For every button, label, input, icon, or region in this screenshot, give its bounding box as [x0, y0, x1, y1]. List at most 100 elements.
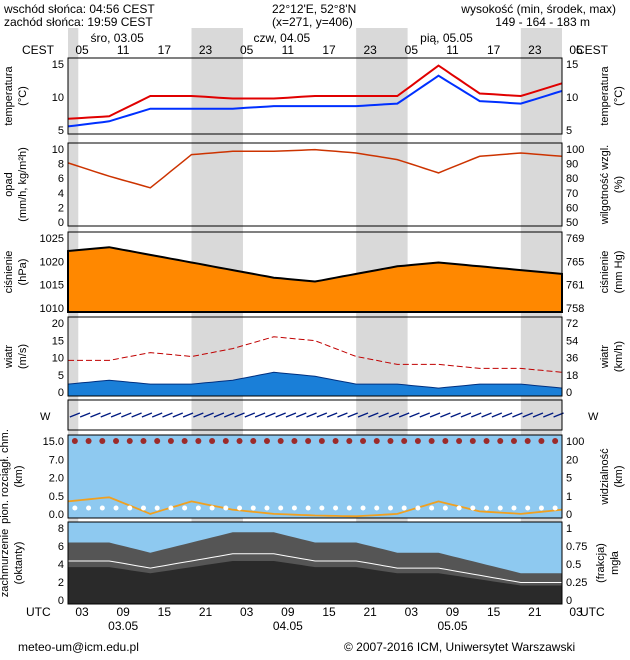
wind-tick-left: 15: [52, 335, 64, 347]
day-top-label: pią, 05.05: [420, 31, 473, 45]
cloud-top-dot: [277, 438, 284, 444]
precip-tick-left: 0: [58, 217, 64, 229]
temp-left-label: (°C): [17, 86, 29, 106]
wind-dir-arrow: [121, 412, 132, 418]
cloud-top-dot: [483, 438, 490, 444]
precip-night: [68, 143, 79, 226]
press-left-label: (hPa): [17, 259, 29, 286]
cloud-top-dot: [552, 438, 559, 444]
vis-right-label: widzialność: [599, 448, 611, 506]
temp-tick-right: 10: [566, 92, 578, 104]
precip-right-label: wilgotność wzgl.: [599, 145, 611, 225]
cloud-top-dot: [167, 438, 174, 444]
cloud-base-dot: [497, 505, 503, 511]
cloud-base-dot: [278, 505, 284, 511]
wind-dir-arrow: [213, 412, 225, 418]
cloud-tick-right: 0.5: [566, 559, 581, 571]
wind-dir-arrow: [203, 412, 214, 418]
sunset-text: zachód słońca: 19:59 CEST: [4, 15, 153, 29]
cloud-tick-right: 1: [566, 523, 572, 535]
wind-dir-arrow: [460, 412, 472, 418]
wind-dir-arrow: [285, 412, 297, 418]
wind-tick-left: 10: [52, 353, 64, 365]
wind-right-label: (km/h): [613, 341, 625, 372]
wind-dir-arrow: [470, 412, 482, 418]
cloud-base-dot: [113, 505, 119, 511]
cloud-low-area: [68, 561, 562, 604]
precip-night: [191, 143, 243, 226]
cloud-base-dot: [456, 505, 462, 511]
footer-email[interactable]: meteo-um@icm.edu.pl: [18, 640, 139, 654]
day-top-label: czw, 04.05: [253, 31, 310, 45]
cloud-base-dot: [195, 505, 201, 511]
hour-bottom-label: 21: [528, 605, 542, 619]
wind-dir-arrow: [357, 412, 369, 418]
wind-dir-arrow: [398, 412, 410, 418]
date-bottom-label: 04.05: [273, 619, 303, 633]
cloud-tick-left: 6: [58, 541, 64, 553]
precip-right-label: (%): [613, 176, 625, 193]
cloud-top-dot: [263, 438, 270, 444]
hour-bottom-label: 03: [240, 605, 254, 619]
hour-top-label: 05: [569, 43, 583, 57]
cloud-top-dot: [373, 438, 380, 444]
hour-bottom-label: 21: [199, 605, 213, 619]
cloud-top-dot: [154, 438, 161, 444]
night-shade-0: [68, 28, 79, 604]
hour-top-label: 23: [199, 43, 213, 57]
cloud-base-dot: [127, 505, 133, 511]
hour-top-label: 11: [282, 43, 295, 57]
wind-dir-arrow: [141, 412, 153, 418]
vis-tick-left: 2.0: [49, 473, 64, 485]
press-tick-right: 761: [566, 280, 584, 292]
cloud-top-dot: [428, 438, 435, 444]
wind-dir-arrow: [388, 412, 400, 418]
press-tick-right: 769: [566, 233, 584, 245]
tz-top-left: CEST: [22, 43, 55, 57]
precip-tick-right: 60: [566, 202, 578, 214]
vis-tick-left: 7.0: [49, 454, 64, 466]
dir-w-right: W: [588, 411, 599, 423]
wind-dir-arrow: [69, 412, 81, 418]
cloud-top-dot: [360, 438, 367, 444]
cloud-top-dot: [236, 438, 243, 444]
wind-dir-arrow: [440, 412, 451, 418]
precip-tick-left: 4: [58, 188, 64, 200]
wind-dir-arrow: [151, 412, 163, 418]
hour-bottom-label: 21: [363, 605, 377, 619]
wind-tick-right: 54: [566, 335, 578, 347]
temp-tick-right: 5: [566, 125, 572, 137]
cloud-tick-right: 0.75: [566, 541, 587, 553]
vis-left-label: (km): [13, 466, 25, 488]
precip-tick-right: 80: [566, 173, 578, 185]
cloud-base-dot: [319, 505, 325, 511]
wind-dir-arrow: [265, 412, 276, 418]
precip-left-label: (mm/h, kg/m²h): [17, 147, 29, 222]
cloud-base-dot: [154, 505, 160, 511]
wind-dir-arrow: [532, 412, 544, 418]
cloud-base-dot: [86, 505, 92, 511]
cloud-top-dot: [318, 438, 325, 444]
hour-top-label: 17: [158, 43, 172, 57]
wind-dir-arrow: [79, 412, 91, 418]
cloud-top-dot: [99, 438, 106, 444]
wind-left-label: wiatr: [3, 345, 15, 370]
vis-tick-right: 20: [566, 454, 578, 466]
precip-left-label: opad: [3, 172, 15, 196]
hour-top-label: 17: [487, 43, 501, 57]
wind-left-label: (m/s): [17, 344, 29, 369]
cloud-base-dot: [525, 505, 531, 511]
wind-dir-arrow: [296, 412, 307, 418]
cloud-top-dot: [524, 438, 531, 444]
vis-tick-right: 100: [566, 436, 584, 448]
hour-bottom-label: 09: [446, 605, 460, 619]
wind-tick-right: 18: [566, 370, 578, 382]
vis-tick-left: 15.0: [43, 436, 64, 448]
wind-dir-arrow: [378, 412, 389, 418]
temp-tick-left: 5: [58, 125, 64, 137]
wind-dir-arrow: [110, 412, 122, 418]
temp-right-label: temperatura: [599, 65, 611, 125]
press-tick-right: 758: [566, 303, 584, 315]
vis-tick-left: 0.0: [49, 509, 64, 521]
